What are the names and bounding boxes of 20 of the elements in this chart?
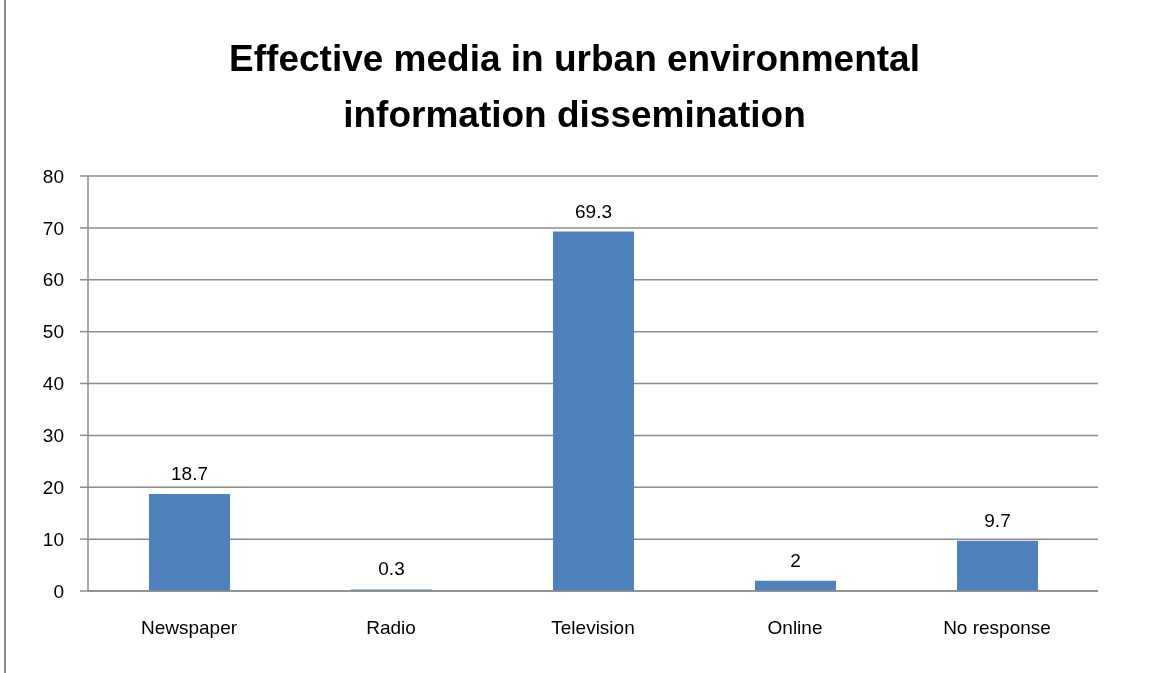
x-tick-label: Radio xyxy=(366,617,416,639)
x-tick-label: Newspaper xyxy=(140,617,238,639)
y-tick-label: 70 xyxy=(42,217,64,239)
data-label: 0.3 xyxy=(378,558,405,580)
data-label: 18.7 xyxy=(171,462,208,484)
y-tick-label: 30 xyxy=(42,425,64,447)
data-label: 2 xyxy=(790,549,801,571)
chart-title: Effective media in urban environmental information dissemination xyxy=(228,36,921,137)
x-tick-label: Television xyxy=(551,617,635,639)
y-tick-label: 50 xyxy=(42,321,64,343)
y-tick-label: 20 xyxy=(42,476,64,498)
x-tick-label: Online xyxy=(767,617,823,639)
y-tick-label: 10 xyxy=(42,528,64,550)
y-tick-label: 0 xyxy=(53,580,64,602)
y-tick-label: 40 xyxy=(42,373,64,395)
data-label: 9.7 xyxy=(984,509,1011,531)
y-tick-label: 60 xyxy=(42,269,64,291)
data-label: 69.3 xyxy=(575,200,612,222)
x-tick-label: No response xyxy=(943,617,1051,639)
y-tick-label: 80 xyxy=(42,165,64,187)
